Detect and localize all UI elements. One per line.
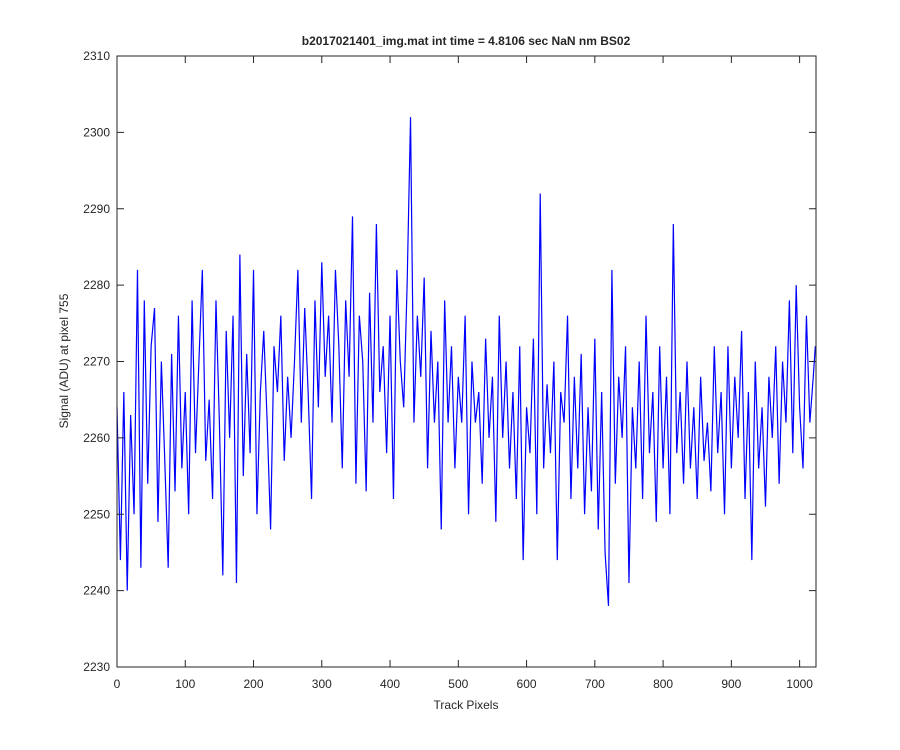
y-tick-label: 2230	[83, 660, 110, 674]
x-tick-label: 900	[721, 677, 741, 691]
y-tick-label: 2300	[83, 125, 110, 139]
x-tick-label: 600	[517, 677, 537, 691]
x-tick-label: 0	[114, 677, 121, 691]
x-tick-label: 400	[380, 677, 400, 691]
x-tick-label: 300	[312, 677, 332, 691]
y-tick-label: 2250	[83, 507, 110, 521]
x-tick-label: 100	[175, 677, 195, 691]
y-tick-label: 2310	[83, 49, 110, 63]
x-tick-label: 1000	[786, 677, 813, 691]
x-tick-label: 200	[244, 677, 264, 691]
data-line	[116, 117, 816, 606]
y-axis-label: Signal (ADU) at pixel 755	[57, 293, 71, 428]
x-tick-label: 500	[448, 677, 468, 691]
chart-title: b2017021401_img.mat int time = 4.8106 se…	[302, 34, 631, 48]
y-tick-label: 2260	[83, 431, 110, 445]
y-tick-label: 2280	[83, 278, 110, 292]
y-tick-label: 2240	[83, 584, 110, 598]
y-tick-label: 2270	[83, 355, 110, 369]
x-tick-label: 800	[653, 677, 673, 691]
x-axis-label: Track Pixels	[434, 698, 499, 712]
x-tick-label: 700	[585, 677, 605, 691]
y-tick-label: 2290	[83, 202, 110, 216]
